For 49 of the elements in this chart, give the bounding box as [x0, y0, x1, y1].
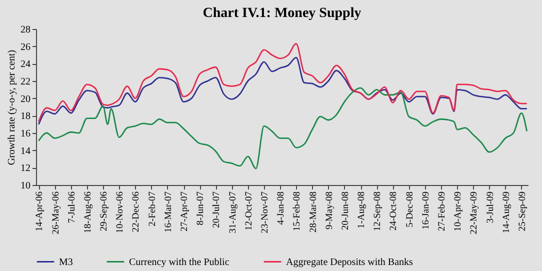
y-tick-label: 26 [20, 42, 30, 53]
x-tick-label: 29-Sep-06 [100, 191, 110, 232]
legend-label: Aggregate Deposits with Banks [286, 256, 414, 268]
y-tick-label: 12 [20, 163, 30, 174]
x-tick-label: 7-Jul-06 [67, 191, 78, 224]
x-tick-label: 10-Nov-06 [116, 191, 126, 234]
x-tick-label: 25-Sep-09 [518, 191, 528, 232]
chart-title: Chart IV.1: Money Supply [202, 6, 362, 21]
x-tick-label: 15-Feb-08 [292, 191, 303, 232]
x-tick-label: 14-Aug-09 [502, 191, 512, 234]
legend-label: M3 [59, 256, 73, 268]
x-tick-label: 12-Oct-07 [244, 191, 254, 231]
x-tick-label: 26-May-06 [51, 191, 62, 234]
x-tick-label: 27-Apr-07 [180, 191, 190, 232]
line-series [38, 87, 528, 170]
x-tick-label: 4-Jan-08 [276, 191, 287, 225]
x-tick-label: 23-Nov-07 [260, 191, 270, 234]
x-tick-label: 9-May-08 [324, 191, 335, 230]
y-tick-label: 14 [20, 146, 30, 157]
y-tick-label: 20 [20, 94, 30, 105]
y-tick-label: 22 [20, 76, 30, 88]
y-tick-label: 10 [20, 180, 30, 192]
y-tick-label: 28 [20, 24, 30, 36]
x-tick-label: 20-Jul-07 [212, 191, 222, 228]
x-tick-label: 16-Mar-07 [164, 191, 174, 232]
y-tick-label: 18 [20, 111, 30, 122]
x-tick-label: 16-Jan-09 [421, 191, 432, 230]
x-tick-label: 1-Aug-08 [357, 191, 368, 228]
x-tick-label: 31-Aug-07 [228, 191, 238, 234]
x-tick-label: 10-Apr-09 [454, 191, 464, 232]
x-tick-label: 28-Mar-08 [308, 191, 319, 232]
y-tick-label: 16 [20, 128, 30, 140]
x-tick-label: 20-Jun-08 [340, 191, 351, 230]
x-tick-label: 18-Aug-06 [83, 191, 94, 234]
x-tick-label: 27-Feb-09 [438, 191, 448, 232]
y-tick-label: 24 [20, 59, 30, 70]
x-tick-label: 22-Dec-06 [132, 191, 142, 232]
x-tick-label: 12-Sep-08 [373, 191, 384, 232]
x-tick-label: 2-Feb-07 [148, 191, 158, 226]
x-tick-label: 14-Apr-06 [35, 191, 46, 232]
y-axis-title: Growth rate (y-o-y, per cent) [6, 50, 18, 166]
x-tick-label: 24-Oct-08 [389, 191, 400, 231]
x-tick-label: 5-Dec-08 [405, 191, 416, 228]
x-tick-label: 3-Jul-09 [486, 191, 496, 224]
legend-label: Currency with the Public [129, 256, 230, 268]
x-tick-label: 8-Jun-07 [196, 191, 206, 226]
x-tick-label: 22-May-09 [470, 191, 480, 234]
line-series [38, 43, 528, 122]
line-series [38, 56, 528, 126]
